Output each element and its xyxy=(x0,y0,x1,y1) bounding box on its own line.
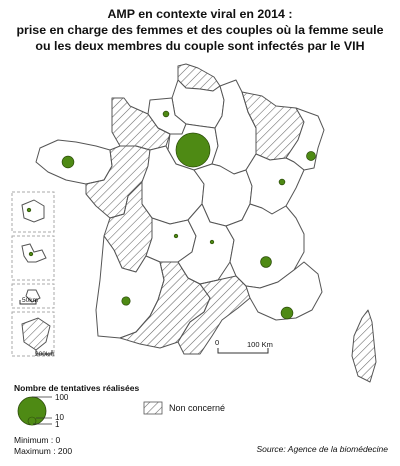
stat-maximum: Maximum : 200 xyxy=(14,446,73,456)
region-basse-normandie xyxy=(111,97,171,151)
bubble-layer xyxy=(26,110,316,320)
bubble-limousin xyxy=(173,233,179,239)
bubble-martinique xyxy=(26,207,32,213)
legend-value-10: 10 xyxy=(55,413,64,422)
region-paca xyxy=(245,261,323,321)
legend-symbols xyxy=(17,396,163,426)
inset-scale-bar-large xyxy=(35,350,53,355)
region-midi-pyrenees xyxy=(119,261,211,349)
scale-inset-large-label: 200km xyxy=(35,351,55,358)
scale-bars xyxy=(19,300,269,355)
main-scale-bar xyxy=(217,348,269,354)
bubble-aquitaine xyxy=(121,296,131,306)
scale-main-label: 100 Km xyxy=(247,340,273,349)
inset-guadeloupe xyxy=(21,243,47,263)
stat-minimum: Minimum : 0 xyxy=(14,435,61,445)
bubble-guadeloupe xyxy=(28,251,34,257)
title-line-3: ou les deux membres du couple sont infec… xyxy=(35,39,365,53)
legend-circle-tiny xyxy=(30,422,34,426)
bubble-haute-normandie xyxy=(162,110,170,118)
title-line-2: prise en charge des femmes et des couple… xyxy=(16,23,384,37)
source-note: Source: Agence de la biomédecine xyxy=(256,444,388,454)
scale-zero: 0 xyxy=(215,338,220,347)
legend-hatch-swatch xyxy=(143,401,163,415)
overseas-insets xyxy=(11,191,55,357)
legend-value-1: 1 xyxy=(55,420,60,429)
map-title: AMP en contexte viral en 2014 : prise en… xyxy=(0,6,400,54)
bubble-rh-ne-alpes xyxy=(260,256,272,268)
region-corse xyxy=(351,309,377,383)
bubble-midi-pyr-n-es xyxy=(209,239,215,245)
inset-reunion xyxy=(21,199,45,223)
title-line-1: AMP en contexte viral en 2014 : xyxy=(107,7,293,21)
legend-value-100: 100 xyxy=(55,393,69,402)
bubble-provence-alpes-c-te-d-azur xyxy=(280,306,294,320)
region-franche-comte xyxy=(245,153,305,215)
bubble-franche-comt- xyxy=(278,178,286,186)
bubble-alsace xyxy=(306,151,316,161)
inset-guyane xyxy=(21,317,51,351)
region-rhone-alpes xyxy=(225,203,305,289)
region-languedoc-roussillon xyxy=(177,275,251,355)
legend-heading: Nombre de tentatives réalisées xyxy=(14,383,140,393)
inset-scale-bar-small xyxy=(19,300,37,305)
bubble-bretagne xyxy=(61,155,75,169)
bubble--le-de-france xyxy=(175,132,211,168)
legend-not-concerned: Non concerné xyxy=(169,403,226,413)
scale-inset-small-label: 50km xyxy=(22,297,38,304)
